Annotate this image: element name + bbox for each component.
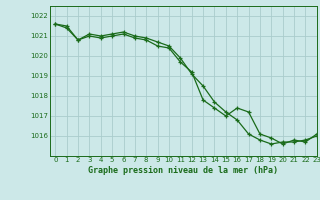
X-axis label: Graphe pression niveau de la mer (hPa): Graphe pression niveau de la mer (hPa)	[88, 166, 278, 175]
